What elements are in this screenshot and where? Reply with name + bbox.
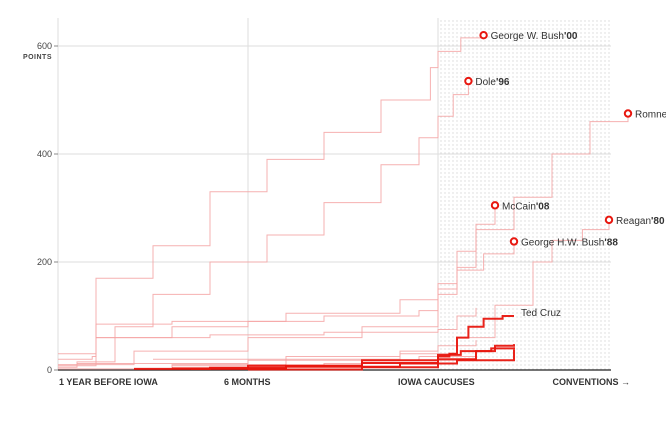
series-name: McCain xyxy=(502,201,536,212)
series-label-reagan: Reagan'80 xyxy=(616,216,665,227)
series-line-george-w-bush xyxy=(58,35,485,360)
y-tick-label: 600 xyxy=(37,41,52,51)
x-marker-label: CONVENTIONS → xyxy=(552,377,630,387)
series-line-series-12 xyxy=(191,344,515,370)
series-year: '88 xyxy=(604,237,618,248)
post-iowa-shaded-region xyxy=(438,18,611,370)
x-marker-label: IOWA CAUCUSES xyxy=(398,377,475,387)
series-line-series-6 xyxy=(96,307,477,339)
series-label-george-w-bush: George W. Bush'00 xyxy=(491,31,578,42)
series-name: George W. Bush xyxy=(491,31,564,42)
series-line-mccain xyxy=(58,205,496,355)
series-name: Reagan xyxy=(616,216,651,227)
series-year: '00 xyxy=(564,31,578,42)
series-endpoint-marker xyxy=(509,237,519,246)
series-label-ted-cruz: Ted Cruz xyxy=(521,308,561,319)
x-marker-label: 1 YEAR BEFORE IOWA xyxy=(59,377,158,387)
series-year: '96 xyxy=(496,77,510,88)
series-label-dole: Dole'96 xyxy=(475,77,510,88)
series-year: '08 xyxy=(536,201,550,212)
series-line-series-13 xyxy=(248,349,515,371)
series-endpoint-marker xyxy=(479,31,488,40)
series-year: '80 xyxy=(651,216,665,227)
y-axis-unit-label: POINTS xyxy=(23,54,52,61)
series-labels: George W. Bush'00Dole'96Romney'12McCain'… xyxy=(464,31,666,319)
series-name: Dole xyxy=(475,77,496,88)
series-label-romney: Romney'12 xyxy=(635,110,666,121)
series-line-reagan xyxy=(58,219,610,370)
series-label-mccain: McCain'08 xyxy=(502,201,550,212)
y-axis: 0 200 400 600 POINTS xyxy=(23,18,59,375)
series-endpoint-marker xyxy=(623,109,633,118)
x-axis: 1 YEAR BEFORE IOWA 6 MONTHS IOWA CAUCUSES C… xyxy=(58,369,630,387)
series-name: George H.W. Bush xyxy=(521,237,604,248)
series-endpoint-marker xyxy=(464,76,473,86)
series-name: Romney xyxy=(635,110,666,121)
series-endpoint-marker xyxy=(604,215,614,225)
series-line-dole xyxy=(58,81,469,368)
current-series xyxy=(134,315,515,371)
series-label-george-h-w-bush: George H.W. Bush'88 xyxy=(521,237,618,248)
x-marker-label: 6 MONTHS xyxy=(224,377,271,387)
series-line-series-11 xyxy=(172,347,515,370)
y-tick-label: 200 xyxy=(37,257,52,267)
grid-lines xyxy=(58,18,611,370)
series-endpoint-marker xyxy=(490,201,500,210)
y-tick-label: 0 xyxy=(47,365,52,375)
series-line-series-7 xyxy=(153,340,477,360)
y-tick-label: 400 xyxy=(37,149,52,159)
